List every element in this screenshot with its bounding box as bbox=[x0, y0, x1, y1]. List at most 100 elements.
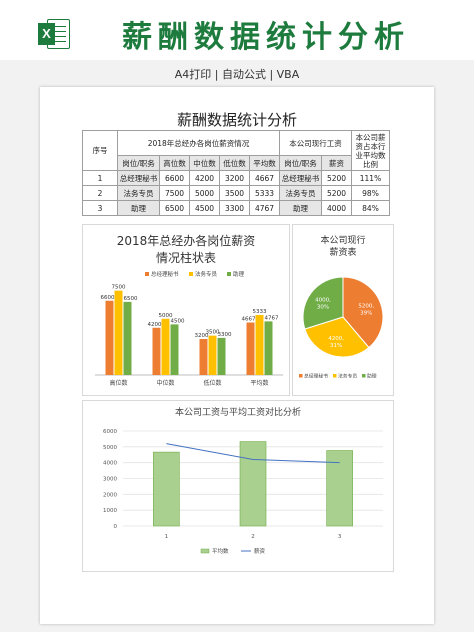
table-cell: 4667 bbox=[249, 170, 280, 186]
bar bbox=[239, 441, 267, 527]
header-title: 薪酬数据统计分析 bbox=[122, 20, 410, 55]
header-subtitle: A4打印 | 自动公式 | VBA bbox=[174, 68, 300, 81]
table-cell: 助理 bbox=[117, 200, 160, 216]
bar bbox=[208, 335, 217, 375]
y-tick-label: 0 bbox=[114, 524, 118, 530]
x-tick-label: 平均数 bbox=[250, 379, 268, 387]
data-label: 4200 bbox=[148, 322, 162, 328]
y-tick-label: 4000 bbox=[103, 461, 117, 467]
data-label: 5333 bbox=[253, 309, 267, 315]
table-cell: 法务专员 bbox=[117, 185, 160, 201]
data-label: 4667 bbox=[242, 316, 256, 322]
y-tick-label: 2000 bbox=[103, 492, 117, 498]
bar bbox=[255, 315, 264, 375]
table-cell: 法务专员 bbox=[279, 185, 322, 201]
slice-label: 30% bbox=[317, 304, 329, 310]
pie-slice bbox=[342, 276, 384, 349]
legend-label: 平均数 bbox=[212, 547, 229, 555]
excel-icon: X bbox=[38, 16, 70, 52]
subheader-cell: 低位数 bbox=[219, 155, 250, 171]
subheader-cell: 中位数 bbox=[189, 155, 220, 171]
slice-label: 4000, bbox=[315, 297, 331, 303]
data-label: 6500 bbox=[124, 296, 138, 302]
bar bbox=[217, 337, 226, 375]
chart-title: 本公司工资与平均工资对比分析 bbox=[175, 406, 301, 418]
table-cell: 2 bbox=[82, 185, 118, 201]
bar bbox=[123, 301, 132, 375]
data-label: 6600 bbox=[101, 295, 115, 301]
header-ratio: 本公司薪资占本行业平均数比例 bbox=[351, 130, 390, 171]
slice-label: 5200, bbox=[358, 303, 374, 309]
legend-label: 助理 bbox=[367, 373, 377, 380]
table-cell: 1 bbox=[82, 170, 118, 186]
subheader-cell: 岗位/职务 bbox=[279, 155, 322, 171]
legend-swatch bbox=[227, 272, 231, 276]
pie-slice bbox=[302, 276, 344, 330]
data-label: 3500 bbox=[206, 330, 220, 336]
chart-title: 情况柱状表 bbox=[156, 250, 216, 265]
salary-table: 序号 2018年总经办各岗位薪资情况 本公司现行工资 本公司薪资占本行业平均数比… bbox=[82, 130, 390, 216]
y-tick-label: 5000 bbox=[103, 445, 117, 451]
slice-label: 31% bbox=[330, 343, 342, 349]
data-label: 7500 bbox=[112, 285, 126, 291]
table-cell: 3300 bbox=[219, 200, 250, 216]
data-label: 3300 bbox=[218, 332, 232, 338]
subheader-cell: 薪资 bbox=[321, 155, 352, 171]
salary-comparison-chart: 本公司工资与平均工资对比分析 0 1000 2000 3000 4000 5000 6000 1… bbox=[103, 406, 383, 555]
data-label: 4500 bbox=[171, 318, 185, 324]
subheader-cell: 高位数 bbox=[159, 155, 190, 171]
table-cell: 7500 bbox=[159, 185, 190, 201]
table-cell: 5200 bbox=[321, 185, 352, 201]
x-tick-label: 低位数 bbox=[203, 379, 221, 387]
x-tick-label: 中位数 bbox=[156, 379, 174, 387]
y-tick-label: 1000 bbox=[103, 508, 117, 514]
slice-label: 39% bbox=[360, 310, 372, 316]
data-label: 3200 bbox=[195, 333, 209, 339]
x-tick-label: 3 bbox=[338, 534, 342, 540]
bar bbox=[153, 451, 180, 527]
table-cell: 4767 bbox=[249, 200, 280, 216]
legend-label: 薪资 bbox=[254, 547, 266, 555]
legend-label: 助理 bbox=[233, 270, 245, 278]
table-cell: 84% bbox=[351, 200, 390, 216]
table-cell: 5000 bbox=[189, 185, 220, 201]
legend-label: 法务专员 bbox=[195, 270, 218, 278]
chart-title: 薪资表 bbox=[329, 246, 356, 258]
legend-swatch bbox=[362, 374, 366, 378]
subheader-cell: 岗位/职务 bbox=[117, 155, 160, 171]
legend-label: 总经理秘书 bbox=[151, 270, 179, 278]
header-seq: 序号 bbox=[82, 130, 118, 171]
page-header: X 薪酬数据统计分析 bbox=[0, 0, 474, 60]
header-group-left: 2018年总经办各岗位薪资情况 bbox=[117, 130, 280, 156]
legend-swatch bbox=[333, 374, 337, 378]
x-tick-label: 2 bbox=[251, 534, 255, 540]
x-tick-label: 高位数 bbox=[109, 379, 127, 387]
table-cell: 4000 bbox=[321, 200, 352, 216]
bar bbox=[170, 324, 179, 375]
line-series bbox=[166, 443, 340, 464]
legend-swatch bbox=[145, 272, 149, 276]
combo-chart-panel: 本公司工资与平均工资对比分析 0 1000 2000 3000 4000 5000 6000 1… bbox=[82, 400, 394, 572]
chart-title: 2018年总经办各岗位薪资 bbox=[117, 233, 256, 248]
header-group-right: 本公司现行工资 bbox=[279, 130, 352, 156]
y-tick-label: 6000 bbox=[103, 429, 117, 435]
table-row: 3 助理 6500 4500 3300 4767 助理 4000 84% bbox=[82, 200, 390, 216]
bar-chart-panel: 2018年总经办各岗位薪资 情况柱状表总经理秘书 法务专员 助理 6600 7500 650… bbox=[82, 224, 290, 396]
document-paper: 薪酬数据统计分析 序号 2018年总经办各岗位薪资情况 本公司现行工资 本公司薪… bbox=[40, 87, 434, 624]
table-cell: 助理 bbox=[279, 200, 322, 216]
table-cell: 3 bbox=[82, 200, 118, 216]
x-tick-label: 1 bbox=[165, 534, 169, 540]
legend-swatch bbox=[299, 374, 303, 378]
data-label: 4767 bbox=[265, 315, 279, 321]
pie-chart-panel: 本公司现行 薪资表 5200, 39% 4200, 31% 4000, 30% 总经理秘书 法务专… bbox=[292, 224, 394, 396]
bar bbox=[199, 339, 208, 375]
legend-swatch bbox=[189, 272, 193, 276]
bar bbox=[114, 290, 123, 375]
y-tick-label: 3000 bbox=[103, 477, 117, 483]
table-row: 2 法务专员 7500 5000 3500 5333 法务专员 5200 98% bbox=[82, 185, 390, 201]
table-cell: 98% bbox=[351, 185, 390, 201]
table-cell: 4200 bbox=[189, 170, 220, 186]
excel-letter: X bbox=[38, 23, 55, 45]
